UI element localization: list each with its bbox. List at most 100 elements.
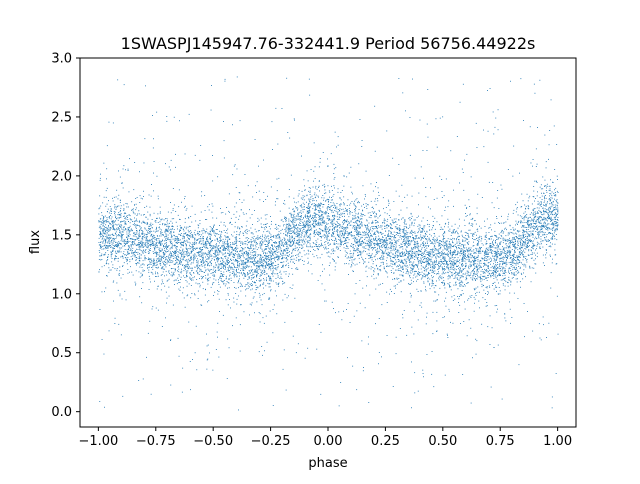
data-point xyxy=(539,79,541,81)
data-point xyxy=(504,261,506,263)
data-point xyxy=(138,244,140,246)
data-point xyxy=(211,258,213,260)
data-point xyxy=(431,249,433,251)
data-point xyxy=(166,245,168,247)
data-point xyxy=(314,232,315,233)
data-point xyxy=(527,243,529,245)
data-point xyxy=(478,252,480,254)
data-point xyxy=(149,260,151,262)
data-point xyxy=(456,260,458,262)
data-point xyxy=(399,232,401,234)
data-point xyxy=(517,214,519,216)
data-point xyxy=(454,273,455,274)
data-point xyxy=(447,278,449,280)
data-point xyxy=(465,277,467,279)
data-point xyxy=(148,240,150,242)
data-point xyxy=(155,220,157,221)
data-point xyxy=(511,277,513,279)
data-point xyxy=(343,228,345,230)
data-point xyxy=(293,197,295,199)
data-point xyxy=(200,256,202,257)
data-point xyxy=(515,257,517,259)
data-point xyxy=(401,218,402,220)
data-point xyxy=(507,240,509,242)
data-point xyxy=(538,212,539,214)
data-point xyxy=(108,330,110,332)
data-point xyxy=(471,255,473,256)
data-point xyxy=(361,146,363,147)
data-point xyxy=(395,237,397,239)
data-point xyxy=(253,251,254,253)
data-point xyxy=(214,253,216,255)
data-point xyxy=(187,236,189,238)
data-point xyxy=(393,248,395,250)
data-point xyxy=(115,216,117,218)
data-point xyxy=(317,222,319,224)
data-point xyxy=(451,261,453,263)
data-point xyxy=(455,282,456,284)
data-point xyxy=(550,218,552,220)
data-point xyxy=(266,263,267,265)
data-point xyxy=(461,270,463,272)
data-point xyxy=(227,244,229,246)
data-point xyxy=(293,225,295,227)
data-point xyxy=(449,261,450,262)
data-point xyxy=(455,269,457,271)
data-point xyxy=(436,320,438,322)
data-point xyxy=(451,255,453,257)
data-point xyxy=(301,204,302,206)
data-point xyxy=(368,252,370,254)
data-point xyxy=(306,207,307,208)
data-point xyxy=(284,203,286,205)
data-point xyxy=(521,252,522,254)
data-point xyxy=(260,271,262,273)
data-point xyxy=(127,240,129,242)
data-point xyxy=(230,253,232,255)
data-point xyxy=(117,243,119,245)
data-point xyxy=(470,247,472,249)
data-point xyxy=(251,270,252,272)
data-point xyxy=(222,258,224,260)
data-point xyxy=(347,242,349,244)
data-point xyxy=(388,265,390,267)
data-point xyxy=(369,245,371,247)
data-point xyxy=(259,321,261,323)
data-point xyxy=(414,240,415,242)
data-point xyxy=(373,239,374,241)
data-point xyxy=(323,213,325,215)
data-point xyxy=(532,240,534,242)
data-point xyxy=(286,297,288,299)
data-point xyxy=(313,180,314,182)
data-point xyxy=(499,293,501,295)
data-point xyxy=(199,238,201,239)
data-point xyxy=(121,236,123,238)
data-point xyxy=(308,212,310,213)
data-point xyxy=(268,260,269,262)
data-point xyxy=(217,290,218,292)
data-point xyxy=(414,273,416,275)
data-point xyxy=(132,252,134,254)
data-point xyxy=(418,231,419,233)
data-point xyxy=(199,247,200,249)
data-point xyxy=(284,216,286,218)
data-point xyxy=(343,234,345,236)
data-point xyxy=(261,250,263,252)
data-point xyxy=(237,265,238,267)
data-point xyxy=(308,270,309,272)
data-point xyxy=(345,238,347,239)
data-point xyxy=(535,258,536,260)
data-point xyxy=(369,241,370,243)
data-point xyxy=(159,240,161,242)
data-point xyxy=(305,225,307,227)
data-point xyxy=(459,243,461,244)
data-point xyxy=(221,262,223,264)
data-point xyxy=(378,237,380,239)
data-point xyxy=(114,207,116,209)
data-point xyxy=(556,263,558,265)
data-point xyxy=(343,235,345,237)
data-point xyxy=(265,241,267,242)
data-point xyxy=(185,209,187,211)
data-point xyxy=(274,253,276,255)
data-point xyxy=(490,224,492,226)
data-point xyxy=(374,200,376,202)
